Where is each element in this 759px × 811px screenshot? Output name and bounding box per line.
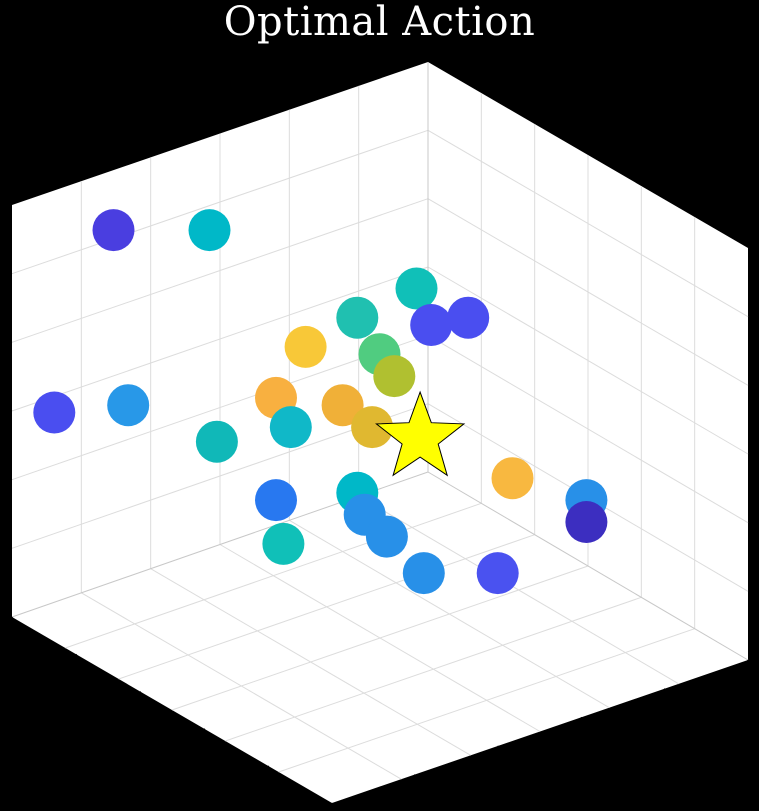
grid-line-floor-b [118,534,535,680]
data-point [373,355,416,398]
grid-line-floor-b [278,628,695,773]
x-axis-tick [331,802,338,811]
data-point [365,515,408,558]
grid-line-left-horizontal [11,198,429,343]
y-axis-tick [658,688,666,699]
data-point [269,406,312,449]
data-point [395,267,438,310]
data-point [195,420,238,463]
data-point [321,384,364,427]
chart-title: Optimal Action [223,0,536,45]
y-axis-tick [408,774,416,785]
grid-lines [11,62,749,780]
grid-line-right-horizontal [427,334,749,524]
data-points [33,209,608,595]
floor-back-edge-right [427,471,749,661]
z-axis-tick [1,614,13,618]
data-point [255,479,297,522]
y-axis-tick [326,802,333,811]
data-point [284,325,327,368]
data-point [262,522,305,565]
grid-line-right-horizontal [427,266,749,455]
grid-line-left-horizontal [11,334,429,481]
z-axis-tick [1,202,13,206]
y-axis-tick [491,745,499,757]
x-axis-tick [267,765,275,777]
z-axis-tick [1,545,13,549]
y-axis-tick [575,716,583,728]
data-point [565,501,608,543]
z-axis-tick [1,477,13,481]
grid-line-floor-b [171,565,589,711]
grid-line-left-horizontal [11,129,429,275]
data-point [33,391,76,434]
data-point [351,406,394,449]
z-axis-tick [1,271,13,275]
data-point [447,296,490,339]
x-axis-tick [75,653,83,665]
y-axis-tick [741,659,749,671]
x-axis-tick [139,691,147,702]
z-axis-tick [1,339,13,343]
data-point [92,209,135,252]
data-point [491,457,534,500]
data-point [107,384,150,427]
x-axis-tick [11,616,19,628]
z-axis-tick [1,408,13,412]
optimal-star-marker [375,390,466,477]
axis-ticks [1,202,749,811]
data-point [402,552,445,595]
grid-line-floor-b [65,502,482,649]
grid-line-floor-b [225,596,642,742]
grid-line-left-horizontal [11,266,429,412]
data-point [476,552,519,595]
grid-line-right-horizontal [427,198,749,386]
grid-line-right-horizontal [427,129,749,318]
optimal-action-marker [375,390,466,477]
data-point [188,209,231,252]
data-point [410,304,453,346]
x-axis-tick [203,728,211,739]
data-point [336,296,379,339]
